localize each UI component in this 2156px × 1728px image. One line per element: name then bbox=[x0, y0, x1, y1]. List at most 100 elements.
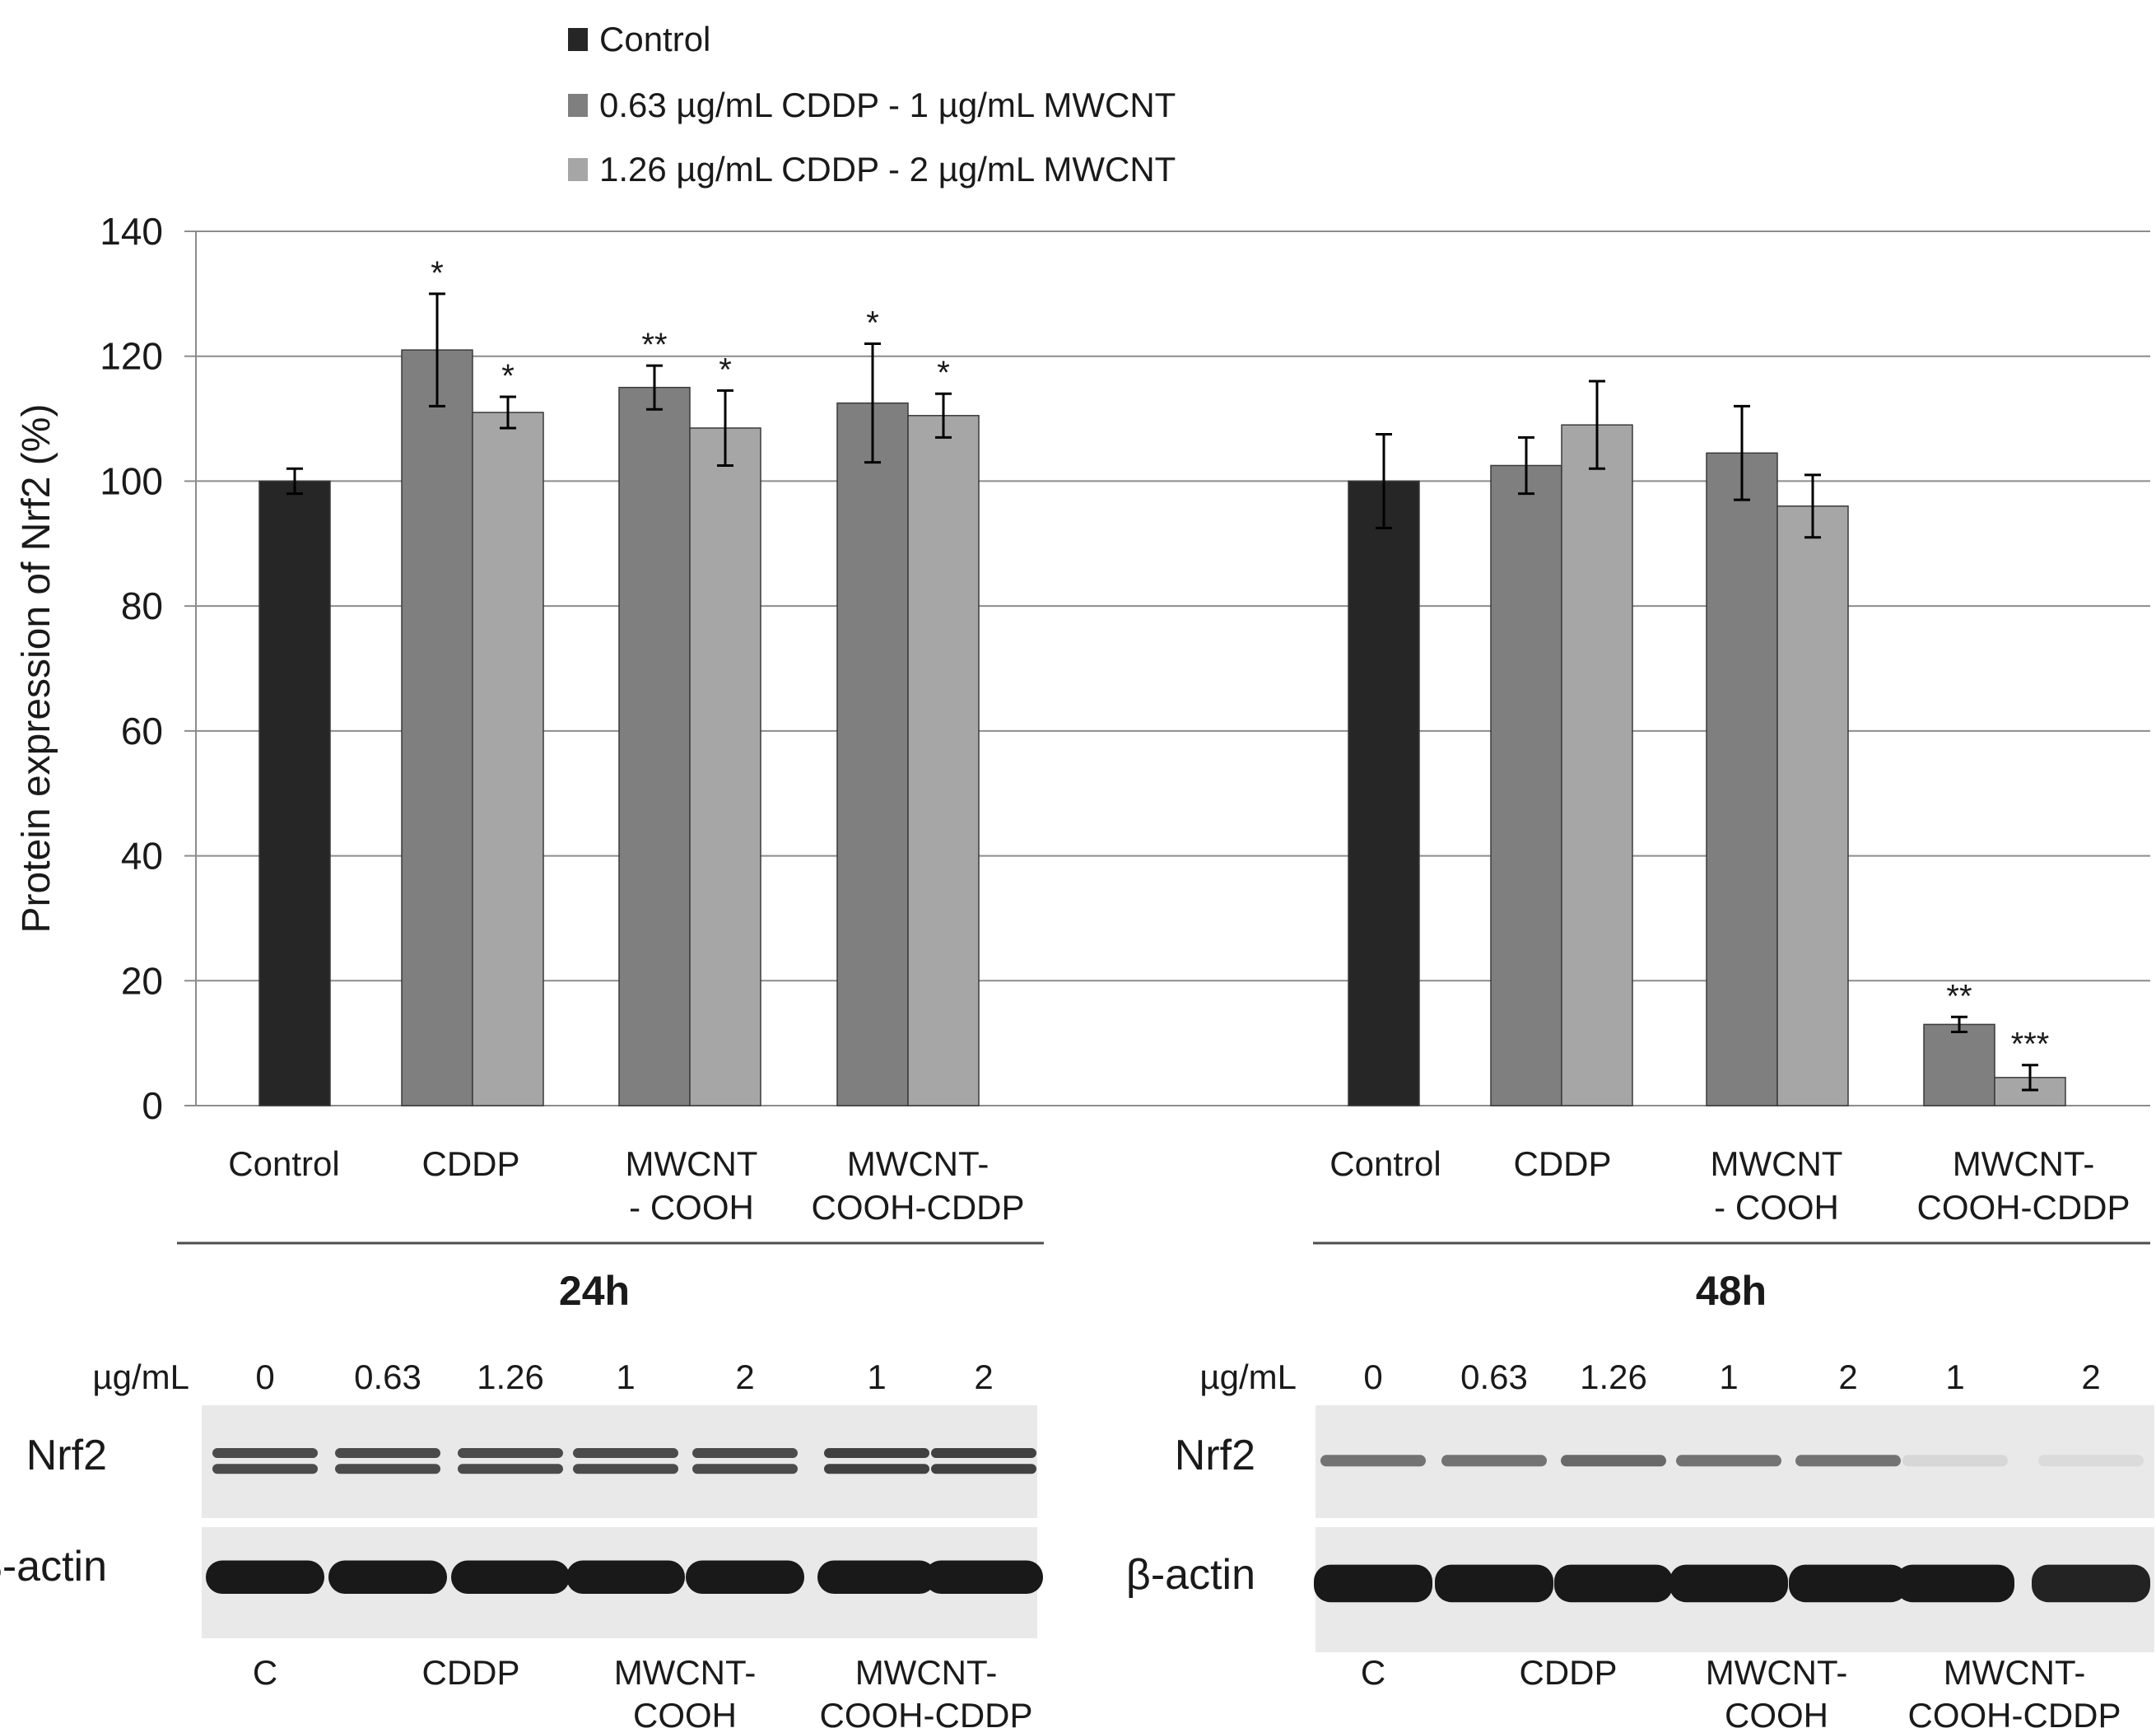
blot-band bbox=[573, 1464, 678, 1474]
blot-dose-label: 0 bbox=[1363, 1358, 1382, 1396]
blot-band bbox=[1314, 1564, 1432, 1603]
bar-24h-2-0 bbox=[618, 386, 691, 1106]
bar-48h-2-1 bbox=[1776, 505, 1849, 1106]
legend-swatch-2 bbox=[568, 158, 588, 181]
blot-treatment-label: C bbox=[1361, 1653, 1385, 1692]
x-category-label: Control bbox=[1329, 1144, 1441, 1183]
blot-band bbox=[566, 1560, 685, 1594]
blot-band bbox=[817, 1560, 936, 1594]
blot-band bbox=[212, 1464, 318, 1474]
blot-band bbox=[206, 1560, 324, 1594]
significance-marker: * bbox=[431, 255, 444, 291]
x-category-label: MWCNT bbox=[626, 1144, 758, 1183]
group-label: 48h bbox=[1696, 1268, 1767, 1314]
x-category-label: - COOH bbox=[629, 1188, 754, 1227]
blot-band bbox=[1789, 1564, 1907, 1603]
bar-48h-2-0 bbox=[1706, 452, 1778, 1106]
blot-treatment-label: MWCNT- bbox=[1944, 1653, 2086, 1692]
blot-row-label: Nrf2 bbox=[1175, 1432, 1255, 1479]
y-tick-label: 140 bbox=[100, 210, 163, 253]
x-category-label: MWCNT bbox=[1711, 1144, 1843, 1183]
blot-dose-label: 2 bbox=[1838, 1358, 1857, 1396]
blot-band bbox=[1441, 1455, 1547, 1467]
blot-band bbox=[686, 1560, 804, 1594]
blot-band bbox=[692, 1464, 798, 1474]
blot-band bbox=[824, 1464, 929, 1474]
chart-legend: Control 0.63 µg/mL CDDP - 1 µg/mL MWCNT 1.… bbox=[568, 20, 1176, 189]
blot-dose-label: 1 bbox=[1945, 1358, 1964, 1396]
y-tick-label: 0 bbox=[142, 1084, 163, 1127]
significance-marker: ** bbox=[641, 327, 667, 363]
blot-treatment-label: COOH bbox=[1725, 1696, 1828, 1728]
blot-band bbox=[931, 1448, 1036, 1459]
x-category-label: MWCNT- bbox=[1953, 1144, 2095, 1183]
blot-band bbox=[692, 1448, 798, 1459]
x-category-label: COOH-CDDP bbox=[1917, 1188, 2130, 1227]
significance-marker: * bbox=[866, 305, 879, 342]
y-tick-label: 20 bbox=[121, 959, 163, 1002]
bar-48h-1-0 bbox=[1490, 464, 1562, 1106]
blot-band bbox=[824, 1448, 929, 1459]
x-axis-labels: Control CDDP MWCNT - COOH MWCNT- COOH-CDDP Con… bbox=[177, 1144, 2150, 1314]
blot-band bbox=[924, 1560, 1043, 1594]
blot-dose-label: 1 bbox=[867, 1358, 886, 1396]
significance-marker: * bbox=[501, 358, 515, 394]
significance-marker: ** bbox=[1946, 978, 1972, 1014]
blot-row-label: Nrf2 bbox=[26, 1432, 107, 1479]
blot-treatment-label: C bbox=[253, 1653, 277, 1692]
y-tick-label: 120 bbox=[100, 335, 163, 378]
blot-band bbox=[2038, 1455, 2144, 1467]
legend-swatch-0 bbox=[568, 28, 588, 51]
bar-24h-2-1 bbox=[689, 427, 761, 1106]
blot-band bbox=[458, 1464, 563, 1474]
legend-label-2: 1.26 µg/mL CDDP - 2 µg/mL MWCNT bbox=[599, 150, 1176, 189]
bar-24h-3-0 bbox=[836, 402, 909, 1106]
blot-band bbox=[1896, 1564, 2014, 1603]
blot-band bbox=[1902, 1455, 2008, 1467]
blot-dose-label: 2 bbox=[2081, 1358, 2100, 1396]
blot-treatment-label: COOH-CDDP bbox=[1908, 1696, 2121, 1728]
blot-band bbox=[573, 1448, 678, 1459]
blot-band bbox=[1795, 1455, 1901, 1467]
x-category-label: CDDP bbox=[421, 1144, 519, 1183]
western-blot-panels: µg/mL 0 0.63 1.26 1 2 1 2 Nrf2 β-actin C CDDP MWCNT-… bbox=[0, 1358, 2154, 1728]
blot-band bbox=[1320, 1455, 1426, 1467]
blot-band bbox=[2032, 1564, 2150, 1603]
bar-48h-1-1 bbox=[1561, 424, 1633, 1106]
blot-band bbox=[1676, 1455, 1781, 1467]
blot-band bbox=[1554, 1564, 1673, 1603]
blot-dose-label: 0.63 bbox=[1460, 1358, 1528, 1396]
blot-treatment-label: MWCNT- bbox=[855, 1653, 998, 1692]
blot-treatment-label: CDDP bbox=[1519, 1653, 1617, 1692]
blot-dose-label: 2 bbox=[735, 1358, 754, 1396]
bar-48h-0-0 bbox=[1348, 480, 1420, 1106]
blot-treatment-label: MWCNT- bbox=[1706, 1653, 1848, 1692]
x-category-label: CDDP bbox=[1513, 1144, 1611, 1183]
y-tick-label: 100 bbox=[100, 459, 163, 502]
bar-24h-3-1 bbox=[907, 415, 980, 1106]
blot-treatment-label: COOH-CDDP bbox=[820, 1696, 1033, 1728]
blot-dose-label: 1.26 bbox=[477, 1358, 544, 1396]
legend-label-1: 0.63 µg/mL CDDP - 1 µg/mL MWCNT bbox=[599, 86, 1176, 124]
legend-label-0: Control bbox=[599, 20, 710, 58]
x-category-label: Control bbox=[228, 1144, 339, 1183]
blot-row-label: β-actin bbox=[1126, 1551, 1255, 1599]
blot-treatment-label: CDDP bbox=[421, 1653, 519, 1692]
bar-48h-3-0 bbox=[1923, 1023, 1995, 1106]
bar-24h-0-0 bbox=[258, 480, 331, 1106]
y-tick-label: 80 bbox=[121, 585, 163, 627]
group-label: 24h bbox=[559, 1268, 630, 1314]
blot-band bbox=[931, 1464, 1036, 1474]
x-category-label: MWCNT- bbox=[847, 1144, 990, 1183]
blot-dose-label: 0.63 bbox=[354, 1358, 421, 1396]
significance-marker: *** bbox=[2011, 1027, 2050, 1063]
blot-treatment-label: MWCNT- bbox=[614, 1653, 757, 1692]
x-category-label: - COOH bbox=[1714, 1188, 1839, 1227]
blot-dose-label: 2 bbox=[974, 1358, 993, 1396]
blot-band bbox=[1669, 1564, 1788, 1603]
blot-band bbox=[458, 1448, 563, 1459]
blot-dose-label: 1 bbox=[1719, 1358, 1738, 1396]
x-category-label: COOH-CDDP bbox=[812, 1188, 1025, 1227]
y-tick-label: 40 bbox=[121, 835, 163, 878]
